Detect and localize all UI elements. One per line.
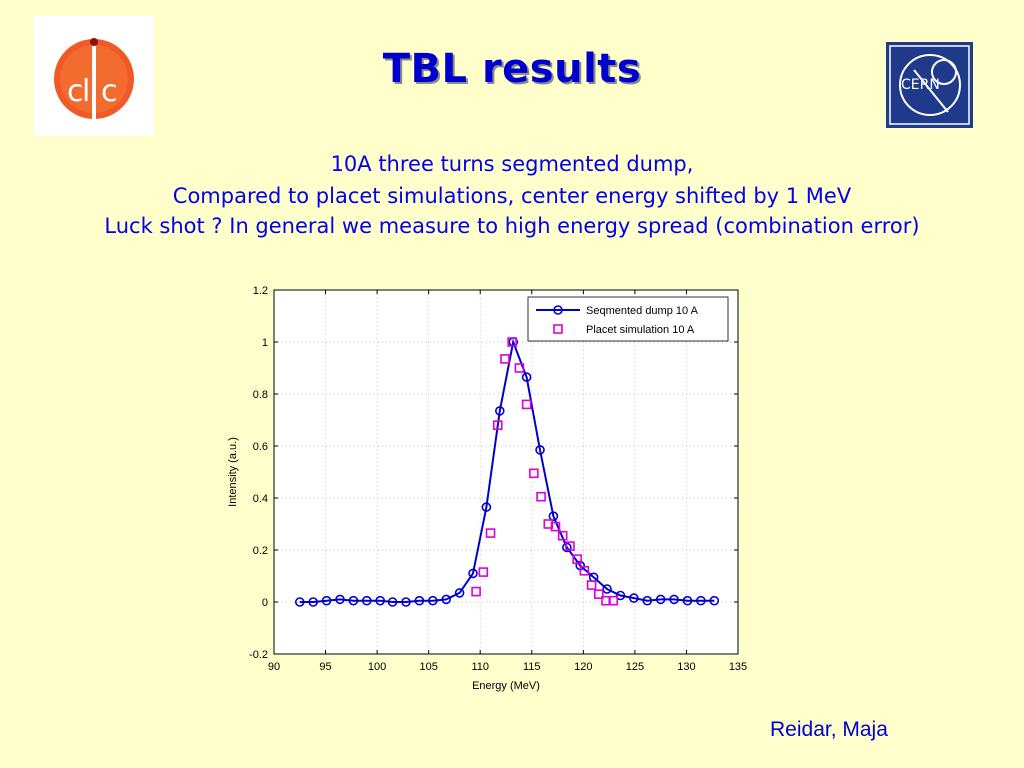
subtitle-line-2: Compared to placet simulations, center e…	[172, 184, 852, 208]
segmented-dump-point	[682, 595, 693, 606]
segmented-dump-point	[321, 595, 332, 606]
segmented-dump-point	[655, 594, 666, 605]
plot-frame	[273, 289, 739, 655]
segmented-dump-point	[642, 595, 653, 606]
placet-simulation-point	[521, 399, 532, 410]
placet-simulation-point	[485, 528, 496, 538]
segmented-dump-point	[468, 568, 478, 579]
y-tick-label: 0	[262, 597, 268, 609]
segmented-dump-point	[335, 594, 345, 605]
y-tick-label: -0.2	[249, 649, 268, 661]
subtitle-line-1: 10A three turns segmented dump,	[330, 152, 694, 176]
series	[294, 337, 720, 607]
legend-label-segmented: Seqmented dump 10 A	[586, 305, 699, 317]
cern-logo: CERN	[886, 42, 973, 128]
slide-title: TBL results	[382, 46, 642, 92]
segmented-dump-point	[521, 372, 532, 382]
segmented-dump-point	[562, 542, 572, 553]
chart-svg: 90 95 100 105 110 115 120 125 130 135 -0.2 0 0.2 0.4 0…	[210, 280, 770, 700]
x-tick-label: 120	[574, 661, 592, 673]
segmented-dump-point	[481, 502, 492, 512]
y-tick-label: 0.4	[253, 493, 268, 505]
y-tick-label: 1.2	[253, 285, 268, 297]
placet-simulation-point	[586, 580, 597, 590]
placet-simulation-point	[579, 565, 590, 576]
placet-simulation-point	[557, 530, 568, 541]
svg-text:CERN: CERN	[901, 77, 940, 93]
segmented-dump-point	[294, 597, 305, 607]
author-credit: Reidar, Maja	[770, 718, 888, 741]
segmented-dump-point	[441, 594, 451, 605]
segmented-dump-point	[308, 597, 318, 607]
x-tick-label: 110	[471, 661, 489, 673]
x-tick-label: 100	[368, 661, 386, 673]
segmented-dump-point	[696, 595, 706, 606]
segmented-dump-point	[348, 595, 359, 606]
svg-text:l: l	[82, 74, 90, 109]
segmented-dump-point	[414, 595, 425, 606]
x-tick-label: 130	[677, 661, 695, 673]
placet-simulation-point	[529, 468, 539, 479]
segmented-dump-point	[495, 406, 505, 416]
segmented-dump-line	[299, 338, 715, 603]
x-tick-label: 125	[626, 661, 644, 673]
segmented-dump-point	[709, 595, 720, 606]
y-tick-label: 0.6	[253, 441, 268, 453]
placet-simulation-point	[507, 337, 517, 347]
segmented-dump-point	[401, 597, 411, 607]
placet-simulation-point	[608, 595, 619, 606]
x-tick-label: 115	[523, 661, 541, 673]
x-tick-label: 90	[268, 661, 280, 673]
clic-logo: c l c	[34, 16, 154, 136]
segmented-dump-point	[387, 597, 398, 607]
x-tick-label: 135	[729, 661, 747, 673]
placet-simulation-point	[492, 420, 503, 430]
legend: Seqmented dump 10 A Placet simulation 10…	[527, 296, 729, 342]
placet-simulation-point	[593, 589, 604, 600]
y-tick-label: 0.8	[253, 389, 268, 401]
x-tick-label: 95	[319, 661, 331, 673]
segmented-dump-point	[427, 595, 438, 606]
subtitle-line-3: Luck shot ? In general we measure to hig…	[104, 214, 920, 238]
segmented-dump-point	[602, 584, 612, 594]
plot-area	[274, 290, 738, 654]
placet-simulation-point	[471, 586, 481, 597]
x-axis-label: Energy (MeV)	[472, 680, 540, 692]
cern-logo-graphic: CERN	[886, 42, 973, 128]
clic-logo-graphic: c l c	[54, 26, 134, 126]
y-axis-label: Intensity (a.u.)	[227, 437, 239, 507]
placet-simulation-point	[572, 554, 582, 564]
grid	[274, 290, 738, 654]
svg-text:c: c	[101, 74, 118, 109]
segmented-dump-point	[548, 511, 559, 521]
y-tick-label: 1	[262, 337, 268, 349]
svg-text:c: c	[67, 74, 84, 109]
placet-simulation-point	[536, 491, 546, 502]
legend-marker-placet	[553, 324, 563, 334]
placet-simulation-point	[500, 354, 510, 364]
segmented-dump-point	[629, 593, 639, 603]
axes: 90 95 100 105 110 115 120 125 130 135 -0.2 0 0.2 0.4 0…	[249, 285, 747, 673]
segmented-dump-point	[454, 588, 465, 598]
y-tick-label: 0.2	[253, 545, 268, 557]
segmented-dump-point	[375, 595, 386, 606]
placet-simulation-point	[478, 567, 489, 577]
legend-marker-segmented	[553, 305, 563, 315]
segmented-dump-point	[535, 445, 545, 455]
segmented-dump-point	[615, 590, 626, 601]
x-tick-label: 105	[419, 661, 437, 673]
segmented-dump-point	[362, 595, 372, 606]
energy-spectrum-chart: 90 95 100 105 110 115 120 125 130 135 -0.2 0 0.2 0.4 0…	[210, 280, 770, 700]
placet-simulation-point	[550, 521, 561, 532]
placet-simulation-point	[565, 541, 575, 551]
placet-simulation-point	[514, 363, 525, 373]
segmented-dump-point	[669, 594, 679, 605]
legend-label-placet: Placet simulation 10 A	[586, 324, 695, 336]
